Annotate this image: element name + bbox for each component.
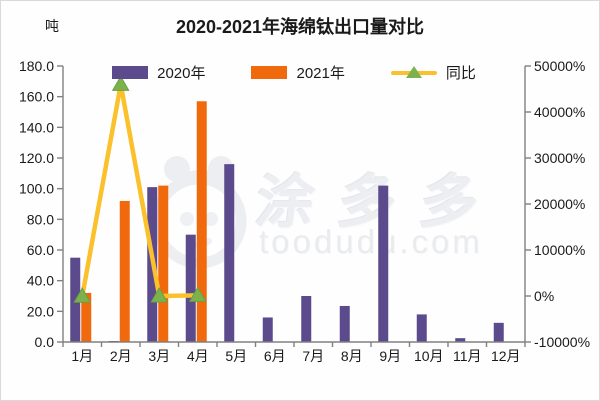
chart-title: 2020-2021年海绵钛出口量对比 [175,17,425,37]
marker-同比-2 [150,286,169,303]
bar-2020年-8月 [339,305,350,342]
legend-item-2020: 2020年 [112,62,205,83]
bar-2020年-4月 [185,234,196,342]
bar-2020年-11月 [455,338,466,342]
legend-label-2020: 2020年 [157,65,206,82]
left-axis-tick-label: 140.0 [19,119,54,135]
line-同比 [80,82,200,299]
right-axis-tick-label: -10000% [534,334,590,350]
left-axis-unit-label: 吨 [45,18,59,34]
right-axis-tick-label: 30000% [534,150,585,166]
left-axis-tick-label: 60.0 [27,242,54,258]
left-axis-tick-label: 120.0 [19,150,54,166]
legend-label-2021: 2021年 [296,65,345,82]
bar-2021年-3月 [158,185,169,342]
x-axis-label-6月: 6月 [264,348,286,364]
legend-item-2021: 2021年 [251,62,345,83]
bar-2020年-10月 [416,314,427,342]
right-axis-tick-label: 10000% [534,242,585,258]
left-axis-tick-label: 0.0 [35,334,55,350]
x-axis-label-3月: 3月 [148,348,170,364]
right-axis-tick-label: 0% [534,288,554,304]
legend-label-yoy: 同比 [445,65,476,82]
x-axis-label-1月: 1月 [71,348,93,364]
right-axis-tick-label: 50000% [534,58,585,74]
right-axis-tick-label: 40000% [534,104,585,120]
marker-同比-0 [73,287,92,303]
x-axis-label-7月: 7月 [302,348,324,364]
legend-swatch-2021-icon [251,66,288,79]
x-axis-label-8月: 8月 [341,348,363,364]
bar-2020年-6月 [262,317,273,342]
x-axis-label-10月: 10月 [414,348,444,364]
x-axis-label-9月: 9月 [379,348,401,364]
marker-同比-3 [188,286,207,302]
marker-同比-1 [111,75,130,91]
x-axis-label-12月: 12月 [491,348,521,364]
bar-2021年-2月 [119,200,130,342]
bar-2020年-5月 [224,164,235,342]
left-axis-tick-label: 40.0 [27,273,54,289]
legend-line-triangle-icon [390,65,437,78]
left-axis-tick-label: 20.0 [27,303,54,319]
bar-2021年-4月 [196,101,207,343]
bar-2020年-9月 [378,185,389,342]
legend: 2020年 2021年 同比 [63,62,525,83]
bar-2021年-1月 [81,292,92,342]
legend-swatch-2020-icon [112,66,149,79]
right-axis-tick-label: 20000% [534,196,585,212]
x-axis-label-2月: 2月 [110,348,132,364]
left-axis-tick-label: 80.0 [27,211,54,227]
x-axis-label-5月: 5月 [225,348,247,364]
left-axis-tick-label: 100.0 [19,181,54,197]
left-axis-tick-label: 180.0 [19,58,54,74]
bar-2020年-12月 [493,322,504,342]
x-axis-label-11月: 11月 [453,348,482,364]
x-axis-label-4月: 4月 [187,348,209,364]
legend-item-yoy: 同比 [390,62,476,83]
bar-2020年-7月 [301,296,312,342]
left-axis-tick-label: 160.0 [19,89,54,105]
